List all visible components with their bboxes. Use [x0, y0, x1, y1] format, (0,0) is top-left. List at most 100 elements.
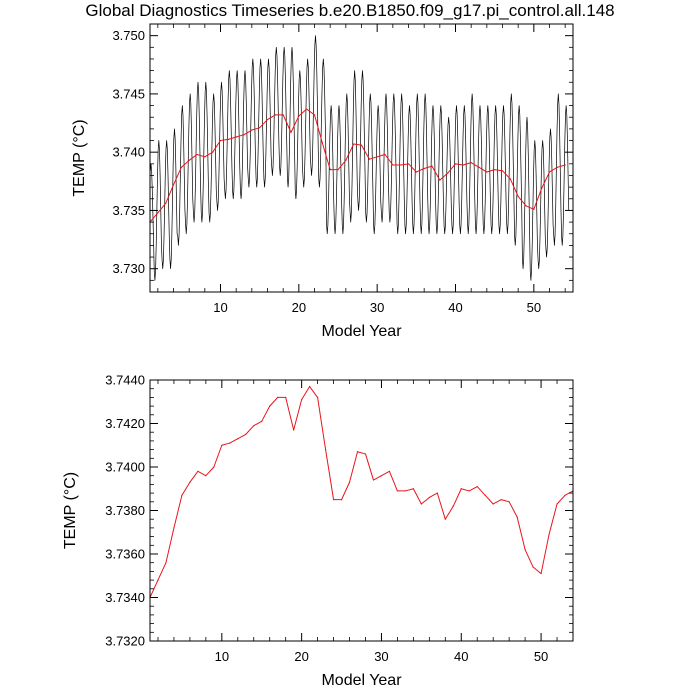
panel0-series-annual-point — [180, 166, 182, 168]
panel0-x-tick-label: 50 — [527, 300, 541, 315]
panel0-series-annual-point — [266, 118, 269, 121]
panel1-series-annual-point — [372, 479, 375, 481]
panel1-series-annual-point — [444, 518, 446, 520]
panel1-series-annual-point — [508, 501, 510, 503]
panel1-series-annual-point — [540, 572, 542, 575]
bottom-panel-chart: 10 20 30 40 50 3.7320 3.7340 3.7360 3.7380 3.7400… — [62, 373, 574, 689]
panel0-series-annual-point — [212, 151, 214, 153]
panel0-series-annual-point — [415, 171, 417, 173]
panel1-series-annual-point — [245, 433, 247, 435]
panel1-y-tick-label: 3.7380 — [105, 503, 145, 518]
panel1-series-annual-line — [149, 386, 574, 598]
panel0-series-annual-point — [227, 138, 229, 140]
panel1-y-tick-label: 3.7440 — [105, 373, 145, 388]
chart-title: Global Diagnostics Timeseries b.e20.B185… — [85, 1, 615, 20]
panel1-series-annual-point — [324, 449, 327, 451]
panel0-series-annual-point — [486, 171, 488, 173]
panel1-series-annual-point — [524, 549, 526, 551]
panel0-series-annual-point — [423, 167, 425, 170]
panel0-series-annual-point — [172, 184, 175, 186]
panel1-series-annual-point — [340, 499, 343, 501]
panel1-series-annual-point — [173, 527, 175, 529]
panel0-series-annual-point — [243, 134, 245, 136]
panel1-series-annual-point — [548, 533, 550, 536]
panel1-y-axis-label: TEMP (°C) — [62, 472, 79, 549]
panel1-series-annual-point — [261, 420, 263, 422]
panel0-series-annual-point — [345, 159, 347, 161]
panel0-series-annual-point — [439, 179, 441, 181]
panel1-series-annual-point — [237, 438, 239, 440]
panel1-series-annual-point — [500, 499, 502, 501]
panel0-series-annual-point — [235, 136, 237, 138]
panel1-series-annual-point — [165, 562, 167, 564]
panel0-series-annual-point — [353, 143, 355, 145]
panel1-series-annual-point — [285, 396, 287, 398]
panel1-series-annual-point — [476, 485, 478, 488]
panel1-x-tick-label: 40 — [454, 649, 468, 664]
panel0-series-annual-point — [274, 114, 276, 116]
panel0-x-tick-label: 20 — [292, 300, 306, 315]
panel1-series-annual-point — [436, 492, 438, 494]
panel0-series-annual-point — [525, 205, 527, 207]
panel1-series-annual-point — [229, 442, 231, 444]
panel1-y-tick-label: 3.7420 — [105, 416, 145, 431]
panel0-y-tick-label: 3.735 — [112, 203, 145, 218]
panel1-series-annual-point — [293, 429, 295, 431]
panel1-series-annual-point — [412, 488, 414, 490]
panel0-series-annual-point — [337, 169, 339, 171]
panel1-series-annual-point — [181, 494, 183, 496]
panel0-series-annual-point — [384, 153, 386, 156]
panel0-series-annual-point — [407, 163, 410, 165]
panel0-series-annual-point — [454, 163, 457, 165]
panel0-series-annual-point — [329, 169, 331, 171]
panel0-y-tick-label: 3.745 — [112, 86, 145, 101]
panel1-series-annual-point — [420, 503, 422, 505]
panel1-series-annual-point — [532, 566, 534, 568]
panel1-x-tick-label: 20 — [294, 649, 308, 664]
panel1-series-annual-point — [269, 405, 271, 407]
panel0-series-annual-point — [376, 156, 378, 158]
panel0-series-annual-point — [204, 156, 206, 158]
panel1-series-annual-point — [484, 494, 486, 496]
panel1-series-annual-point — [564, 494, 566, 496]
panel1-series-annual-point — [189, 481, 191, 483]
panel1-y-tick-label: 3.7320 — [105, 634, 145, 649]
panel1-series-annual-point — [380, 475, 383, 477]
panel1-series-annual-point — [317, 396, 319, 398]
panel0-series-annual-point — [431, 165, 433, 167]
panel0-series-annual-point — [462, 164, 464, 166]
panel0-series-annual-point — [290, 131, 292, 133]
panel1-frame — [149, 379, 574, 642]
panel0-series-annual-point — [541, 187, 543, 189]
panel0-series-annual-point — [368, 158, 370, 160]
panel1-series-annual-point — [213, 466, 215, 468]
panel0-series-annual-point — [556, 166, 558, 168]
panel1-series-annual-point — [388, 470, 391, 472]
panel1-x-tick-label: 10 — [215, 649, 229, 664]
panel0-series-annual-point — [447, 172, 449, 174]
panel1-series-annual-point — [157, 579, 159, 581]
panel1-y-tick-label: 3.7360 — [105, 547, 145, 562]
panel0-series-annual-point — [282, 114, 284, 116]
panel0-series-annual-point — [298, 115, 300, 117]
panel0-y-axis-label: TEMP (°C) — [71, 119, 88, 196]
panel0-series-annual-point — [470, 162, 472, 164]
panel1-series-annual-point — [396, 490, 399, 492]
panel1-y-tick-label: 3.7340 — [105, 590, 145, 605]
panel0-series-annual-point — [517, 195, 519, 198]
panel1-series-annual-point — [428, 496, 430, 499]
top-panel-chart: 10 20 30 40 50 3.730 3.735 3.740 3.745 3.750 Model… — [71, 23, 574, 340]
panel1-series-annual-point — [301, 398, 303, 401]
panel0-series-annual-point — [360, 144, 363, 146]
panel0-series-annual-point — [392, 164, 394, 166]
panel0-series-annual-point — [157, 212, 159, 214]
panel0-series-annual-point — [188, 159, 190, 161]
panel0-y-tick-label: 3.750 — [112, 28, 145, 43]
panel1-series-annual-point — [492, 503, 494, 505]
panel0-x-tick-label: 10 — [213, 300, 227, 315]
panel0-series-annual-point — [251, 129, 253, 131]
panel0-series-annual-point — [259, 127, 261, 129]
panel1-series-annual-point — [197, 470, 199, 472]
panel0-series-annual-point — [196, 153, 198, 156]
